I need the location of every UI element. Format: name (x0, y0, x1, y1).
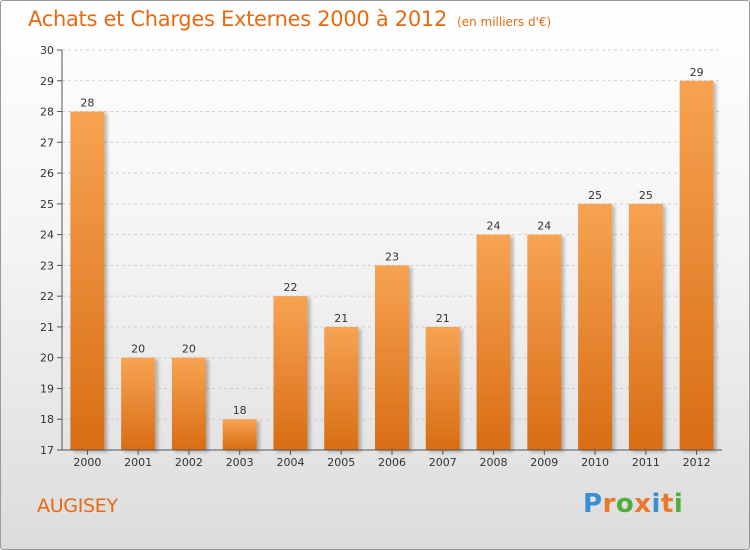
bar-layer (70, 80, 714, 451)
chart-title: Achats et Charges Externes 2000 à 2012 (28, 7, 448, 31)
bar (628, 203, 663, 450)
x-tick-label: 2000 (73, 456, 101, 469)
axis-layer: 17 18 19 20 21 22 23 24 25 26 27 28 29 30 28 2000 20 2001… (40, 44, 722, 469)
bar (121, 357, 156, 450)
bar-value-label: 20 (131, 343, 145, 356)
bar (425, 326, 460, 450)
x-tick-label: 2002 (175, 456, 203, 469)
bar-value-label: 25 (639, 189, 653, 202)
x-tick-label: 2008 (480, 456, 508, 469)
logo-letter: t (660, 489, 674, 519)
bar-value-label: 28 (80, 97, 94, 110)
bar-value-label: 24 (487, 220, 501, 233)
bar-value-label: 22 (283, 281, 297, 294)
x-tick-label: 2012 (683, 456, 711, 469)
bar (324, 326, 359, 450)
bar (476, 234, 511, 450)
y-tick-label: 24 (40, 229, 54, 242)
y-tick-label: 23 (40, 259, 54, 272)
x-tick-label: 2004 (276, 456, 304, 469)
y-tick-label: 26 (40, 167, 54, 180)
bar (273, 296, 308, 450)
logo-letter: o (615, 489, 635, 519)
x-tick-label: 2010 (581, 456, 609, 469)
logo-letter: x (634, 489, 652, 519)
x-tick-label: 2006 (378, 456, 406, 469)
bar-value-label: 21 (436, 312, 450, 325)
bar-value-label: 20 (182, 343, 196, 356)
bar (679, 80, 714, 451)
x-tick-label: 2005 (327, 456, 355, 469)
commune-name: AUGISEY (37, 495, 118, 517)
bar (70, 111, 105, 451)
logo-letter: i (673, 489, 684, 519)
y-tick-label: 21 (40, 321, 54, 334)
y-tick-label: 18 (40, 413, 54, 426)
y-tick-label: 22 (40, 290, 54, 303)
bar-value-label: 24 (537, 220, 551, 233)
y-tick-label: 19 (40, 382, 54, 395)
bar (527, 234, 562, 450)
logo-letter: i (651, 489, 661, 519)
x-tick-label: 2001 (124, 456, 152, 469)
y-tick-label: 17 (40, 444, 54, 457)
y-tick-label: 27 (40, 136, 54, 149)
y-tick-label: 20 (40, 352, 54, 365)
bar-value-label: 29 (690, 66, 704, 79)
bar (222, 419, 257, 450)
logo-letter: r (602, 489, 616, 519)
bar (578, 203, 613, 450)
x-tick-label: 2003 (226, 456, 254, 469)
bar (375, 265, 409, 450)
bar-value-label: 25 (588, 189, 602, 202)
bar (171, 357, 206, 450)
proxiti-logo: Proxiti (583, 489, 683, 519)
y-tick-label: 25 (40, 198, 54, 211)
x-tick-label: 2007 (429, 456, 457, 469)
logo-letter: P (583, 489, 603, 519)
y-tick-label: 29 (40, 75, 54, 88)
chart-unit: (en milliers d'€) (457, 15, 552, 29)
bar-value-label: 18 (233, 404, 247, 417)
x-tick-label: 2009 (530, 456, 558, 469)
chart-title-block: Achats et Charges Externes 2000 à 2012 (e… (28, 7, 551, 31)
y-tick-label: 28 (40, 106, 54, 119)
y-tick-label: 30 (40, 44, 54, 57)
x-tick-label: 2011 (632, 456, 660, 469)
bar-value-label: 21 (334, 312, 348, 325)
bar-value-label: 23 (385, 250, 399, 263)
